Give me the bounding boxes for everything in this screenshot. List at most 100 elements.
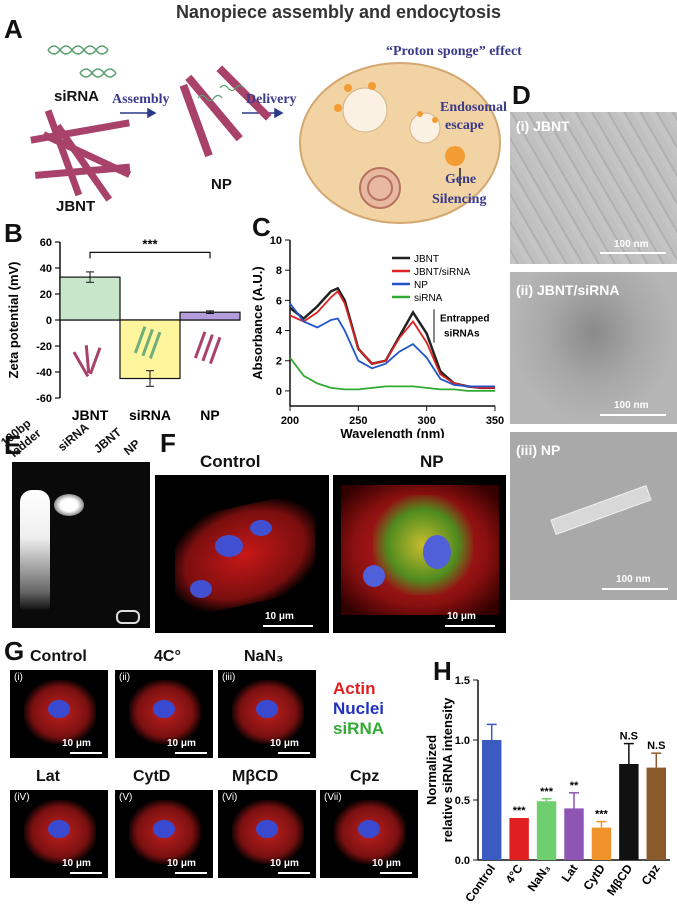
significance-bracket: [89, 251, 211, 259]
panel-e-label: E: [4, 430, 22, 460]
panel-h-label: H: [433, 656, 452, 686]
tem-image-np: (iii) NP 100 nm: [510, 432, 677, 600]
tem-label-ii: (ii) JBNT/siRNA: [516, 282, 620, 298]
label-jbnt: JBNT: [56, 198, 96, 215]
bar-4: [591, 827, 612, 860]
y-axis-label: Zeta potential (mV): [6, 261, 21, 378]
lane-label: NP: [121, 436, 143, 458]
tile-title: NaN₃: [244, 648, 284, 665]
scale-bar: [602, 588, 668, 590]
bar-icon-rod: [201, 334, 214, 362]
legend-label: JBNT: [414, 254, 439, 265]
legend-label: siRNA: [414, 293, 443, 304]
bar-icon-rod: [72, 351, 90, 378]
sirna-band: [54, 494, 84, 516]
label-escape: escape: [445, 118, 484, 133]
significance-label: N.S: [620, 731, 638, 743]
tem-image-jbnt: (i) JBNT 100 nm: [510, 112, 677, 264]
x-axis-label: Wavelength (nm): [340, 426, 444, 438]
np-rod: [550, 485, 652, 535]
scale-bar: [278, 872, 310, 874]
significance-label: N.S: [647, 740, 665, 752]
scale-bar: [380, 872, 412, 874]
legend-label: JBNT/siRNA: [414, 267, 470, 278]
nucleus: [153, 700, 175, 718]
legend-nuclei: Nuclei: [333, 699, 385, 718]
panel-a-schematic: [30, 45, 501, 224]
x-tick-label: 350: [486, 415, 504, 427]
panel-f-label: F: [160, 428, 176, 458]
y-tick-label: 0: [46, 315, 52, 327]
tile-title: MβCD: [232, 768, 279, 785]
legend-label: NP: [414, 280, 428, 291]
nucleus: [256, 820, 278, 838]
absorbance-chart: 0 2 4 6 8 10 200 250 300 350 JBNT JBNT/siRNA NP siRNA…: [250, 235, 504, 438]
annotation-line2: siRNAs: [444, 329, 480, 340]
tem-label-i: (i) JBNT: [516, 118, 570, 134]
ladder-smear: [20, 490, 50, 610]
microscopy-tile: (iii) 10 μm: [218, 670, 316, 758]
y-tick-label: 0: [276, 386, 282, 398]
y-axis-label: Absorbance (A.U.): [250, 266, 265, 379]
tem-label-iii: (iii) NP: [516, 442, 561, 458]
x-tick-label: Control: [462, 862, 498, 905]
microscopy-tile: (ii) 10 μm: [115, 670, 213, 758]
significance-label: ***: [142, 236, 158, 251]
bar-jbnt: [59, 276, 121, 321]
tile-title: Lat: [36, 768, 60, 785]
y-tick-label: 20: [40, 289, 52, 301]
scale-text: 10 μm: [265, 611, 294, 622]
y-tick-label: 0.5: [455, 795, 470, 807]
nucleus: [363, 565, 385, 587]
scale-text: 10 μm: [447, 611, 476, 622]
nucleus: [48, 820, 70, 838]
nucleus: [250, 520, 272, 536]
bar-2: [536, 801, 557, 860]
scale-text: 100 nm: [616, 574, 651, 585]
tile-roman: (Vii): [324, 792, 342, 803]
y-tick-label: -40: [36, 367, 52, 379]
significance-label: ***: [595, 809, 609, 821]
significance-label: ***: [513, 805, 527, 817]
x-tick-label: 250: [349, 415, 367, 427]
scale-text: 100 nm: [614, 400, 649, 411]
x-tick-label: 200: [281, 415, 299, 427]
y-tick-label: 60: [40, 237, 52, 249]
confocal-title-control: Control: [200, 452, 261, 471]
y-tick-label: -20: [36, 341, 52, 353]
scale-text: 10 μm: [270, 738, 299, 749]
bar-0: [482, 740, 502, 860]
bar-icon-rod: [208, 336, 222, 365]
tile-title: Cpz: [350, 768, 380, 785]
actin-signal: [175, 490, 315, 620]
tile-roman: (i): [14, 672, 23, 683]
scale-bar: [70, 872, 102, 874]
significance-label: **: [570, 780, 579, 792]
panel-a-label: A: [4, 14, 23, 44]
confocal-3d-control: 10 μm: [155, 475, 329, 633]
x-tick-label: 4°C: [503, 861, 526, 886]
series-line-np: [289, 302, 495, 388]
tile-roman: (iV): [14, 792, 30, 803]
label-assembly: Assembly: [112, 92, 170, 107]
sirna-intensity-chart: 0.0 0.5 1.0 1.5 Control *** 4°C *** NaN₃ ** Lat ***…: [424, 675, 670, 905]
scale-bar: [278, 752, 310, 754]
y-axis-label-1: Normalized: [424, 735, 439, 805]
bar-1: [509, 818, 529, 860]
scale-bar: [445, 625, 495, 627]
bar-sirna: [119, 319, 181, 380]
gel-image: [12, 462, 150, 628]
x-tick-label: MβCD: [604, 861, 636, 898]
tile-title: CytD: [133, 768, 171, 785]
confocal-3d-np: 10 μm: [333, 475, 506, 633]
panel-g-label: G: [4, 636, 25, 666]
scale-text: 100 nm: [614, 239, 649, 250]
series-line-jbnt-sirna: [289, 289, 495, 389]
tile-roman: (Vi): [222, 792, 238, 803]
y-tick-label: 1.0: [455, 735, 470, 747]
nucleus: [190, 580, 212, 598]
bar-5: [619, 764, 639, 860]
microscopy-tile: (i) 10 μm: [10, 670, 108, 758]
label-endosomal: Endosomal: [440, 100, 507, 115]
np-well: [116, 610, 140, 624]
